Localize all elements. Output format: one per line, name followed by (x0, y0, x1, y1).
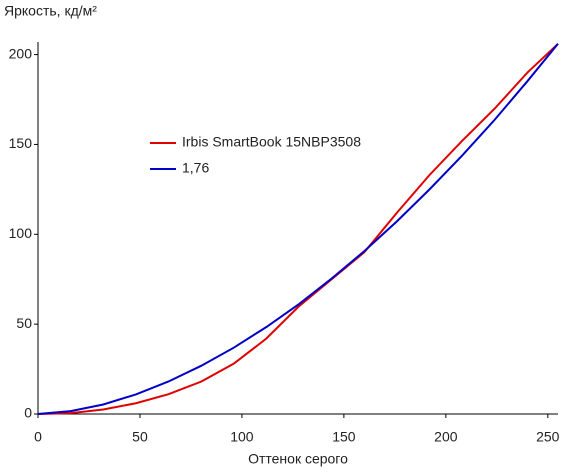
x-tick-label: 0 (34, 429, 42, 445)
legend-label: Irbis SmartBook 15NBP3508 (182, 134, 361, 150)
y-tick-label: 0 (24, 405, 32, 421)
y-tick-label: 200 (9, 45, 33, 61)
x-tick-label: 150 (332, 429, 356, 445)
legend-label: 1,76 (182, 160, 209, 176)
y-tick-label: 100 (9, 225, 33, 241)
y-axis-label: Яркость, кд/м² (4, 3, 97, 19)
series-line (37, 43, 559, 415)
x-axis-label: Оттенок серого (248, 451, 348, 467)
y-tick-label: 150 (9, 135, 33, 151)
series-line (37, 43, 559, 415)
x-tick-label: 50 (132, 429, 148, 445)
x-tick-label: 200 (434, 429, 458, 445)
x-tick-label: 100 (230, 429, 254, 445)
y-tick-label: 50 (16, 315, 32, 331)
x-tick-label: 250 (536, 429, 560, 445)
